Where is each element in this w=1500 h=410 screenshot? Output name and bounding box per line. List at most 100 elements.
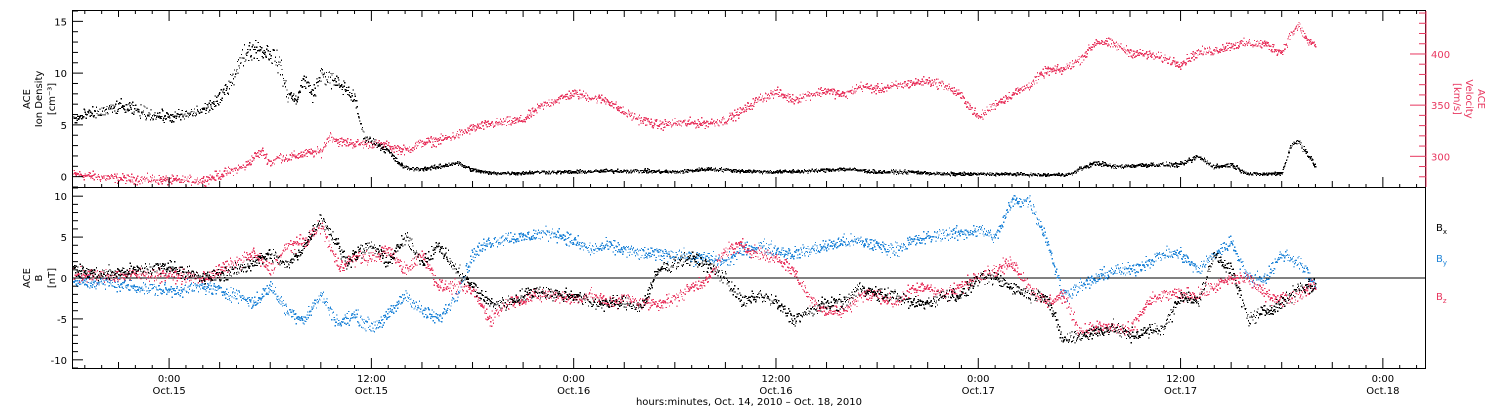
density-series-point <box>210 106 212 108</box>
density-series-point <box>963 174 965 176</box>
velocity-series-point <box>677 121 679 123</box>
density-series-point <box>1124 166 1127 168</box>
velocity-series-point <box>1005 96 1007 98</box>
density-series-point <box>798 170 800 172</box>
density-series-point <box>1135 166 1137 168</box>
density-series-point <box>1206 160 1209 162</box>
density-series-point <box>1232 163 1234 165</box>
density-series-point <box>92 106 94 108</box>
velocity-series-point <box>873 91 875 93</box>
density-series-point <box>853 167 856 169</box>
velocity-series-point <box>656 119 658 121</box>
velocity-series-point <box>1198 49 1200 52</box>
density-series-point <box>1081 169 1083 171</box>
velocity-series-point <box>1169 56 1171 58</box>
velocity-series-point <box>115 175 117 177</box>
by-series-point <box>80 283 82 285</box>
density-series-point <box>299 91 301 93</box>
velocity-series-point <box>396 147 398 150</box>
velocity-series-point <box>409 151 411 153</box>
density-series-point <box>90 111 92 113</box>
velocity-series-point <box>1267 42 1269 44</box>
velocity-series-point <box>108 178 110 180</box>
density-series-point <box>603 171 605 173</box>
velocity-series-point <box>721 117 724 119</box>
density-series-point <box>1027 173 1029 176</box>
density-series-point <box>596 170 599 172</box>
velocity-series-point <box>658 125 660 128</box>
density-series-point <box>1077 170 1080 172</box>
density-series-point <box>310 92 312 94</box>
density-series-point <box>696 168 698 170</box>
density-series-point <box>1129 166 1131 168</box>
density-series-point <box>583 172 586 174</box>
velocity-series-point <box>836 91 838 93</box>
density-series-point <box>916 171 918 173</box>
density-series-point <box>366 136 369 138</box>
velocity-series-point <box>935 78 938 80</box>
density-series-point <box>1187 161 1189 163</box>
velocity-series-point <box>91 175 93 177</box>
density-series-point <box>87 111 89 113</box>
velocity-series-point <box>1163 57 1165 59</box>
velocity-series-point <box>281 159 283 161</box>
velocity-series-point <box>1183 60 1185 62</box>
velocity-series-point <box>1249 42 1251 44</box>
density-series-point <box>385 149 387 151</box>
density-series-point <box>206 107 208 109</box>
velocity-series-point <box>947 89 949 91</box>
velocity-series-point <box>920 81 922 83</box>
velocity-series-point <box>1252 46 1254 48</box>
density-series-point <box>242 65 245 67</box>
density-series-point <box>1104 164 1106 166</box>
density-series-point <box>214 95 216 97</box>
density-series-point <box>1001 172 1003 174</box>
density-series-point <box>286 93 289 96</box>
density-series-point <box>284 86 287 88</box>
density-series-point <box>642 171 644 174</box>
velocity-series-point <box>837 90 839 92</box>
density-series-point <box>734 171 736 173</box>
velocity-series-point <box>306 155 308 158</box>
velocity-series-point <box>282 156 284 158</box>
velocity-series-point <box>898 85 900 88</box>
density-series-point <box>967 173 969 175</box>
velocity-series-point <box>399 146 401 149</box>
density-series-point <box>1050 173 1052 176</box>
density-series-point <box>569 170 571 172</box>
density-series-point <box>285 96 288 98</box>
velocity-series-point <box>133 177 135 179</box>
density-series-point <box>839 169 841 171</box>
velocity-series-point <box>200 181 202 183</box>
velocity-series-point <box>319 148 322 150</box>
velocity-series-point <box>758 96 761 98</box>
velocity-series-point <box>601 94 603 96</box>
by-series-point <box>95 288 97 290</box>
density-series-point <box>125 111 127 113</box>
velocity-series-point <box>1278 49 1280 51</box>
velocity-series-point <box>698 126 700 128</box>
velocity-series-point <box>983 114 986 116</box>
velocity-series-point <box>1037 75 1039 78</box>
velocity-series-point <box>652 127 654 129</box>
density-series-point <box>1254 173 1257 175</box>
velocity-series-point <box>818 94 820 96</box>
by-series-point <box>111 281 114 284</box>
density-series-point <box>161 115 163 118</box>
velocity-series-point <box>728 118 730 120</box>
density-series-point <box>1056 173 1058 175</box>
density-series-point <box>1247 172 1250 174</box>
velocity-series-point <box>298 153 300 155</box>
velocity-series-point <box>899 82 902 84</box>
velocity-series-point <box>319 151 321 153</box>
density-series-point <box>418 169 421 171</box>
velocity-series-point <box>699 122 701 124</box>
density-series-point <box>110 104 112 106</box>
velocity-series-point <box>906 85 908 87</box>
velocity-series-point <box>647 120 649 122</box>
velocity-series-point <box>985 113 988 116</box>
density-series-point <box>567 171 569 173</box>
velocity-series-point <box>159 178 161 180</box>
density-series-point <box>116 100 118 102</box>
density-series-point <box>415 167 418 169</box>
